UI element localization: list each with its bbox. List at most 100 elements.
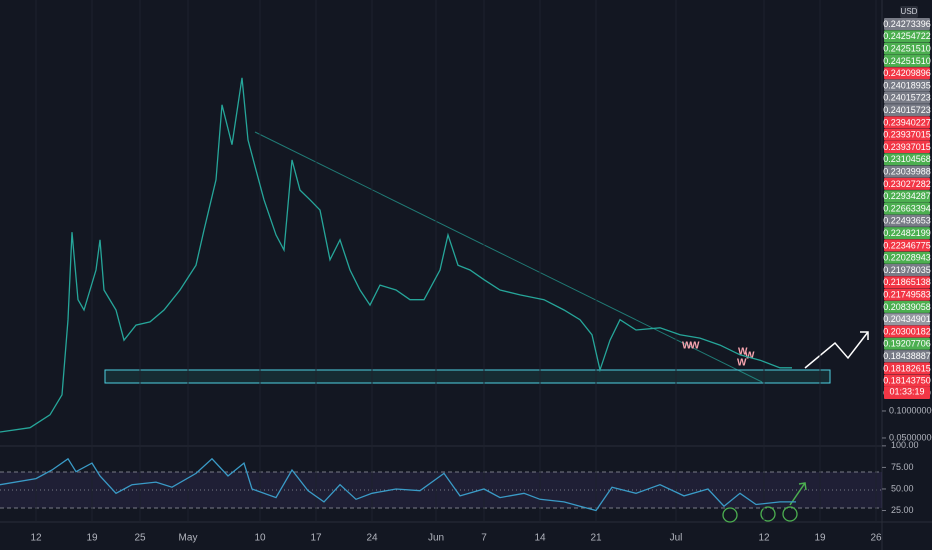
pattern-label: W	[682, 341, 692, 352]
price-tag-label: 0.22663394	[883, 203, 931, 213]
price-tag: 0.23039988	[883, 165, 931, 178]
pattern-label: W	[690, 341, 700, 352]
x-tick-label: 19	[814, 533, 826, 544]
price-tag: 0.20300182	[883, 325, 931, 338]
price-tag: 0.24018935	[883, 79, 931, 92]
price-tag: 0.22934287	[883, 190, 931, 203]
countdown-bg	[884, 386, 930, 398]
y2-tick-label: 25.00	[891, 505, 914, 515]
price-tag-bg	[884, 239, 930, 252]
price-tag: 0.23937015	[883, 128, 931, 141]
x-tick-label: 12	[30, 533, 42, 544]
price-tag: 0.21865138	[883, 276, 931, 289]
price-tag-bg	[884, 264, 930, 276]
price-tag-label: 0.18182615	[883, 363, 931, 373]
arrow-head	[860, 331, 869, 340]
price-tag-bg	[884, 300, 930, 313]
y-tick-label: 0.10000000	[889, 405, 932, 415]
price-tag-bg	[884, 190, 930, 203]
price-tag-label: 0.24273396	[883, 19, 931, 29]
price-tag-label: 0.24015723	[883, 93, 931, 103]
price-tag-bg	[884, 325, 930, 338]
price-tag: 0.19207706	[883, 337, 931, 350]
price-tag: 0.22663394	[883, 202, 931, 215]
x-tick-label: 19	[86, 533, 98, 544]
price-tag-bg	[884, 313, 930, 326]
price-tag-label: 0.23937015	[883, 142, 931, 152]
price-tag-label: 0.23104568	[883, 154, 931, 164]
support-zone	[104, 369, 831, 384]
price-tag: 0.22028943	[883, 251, 931, 264]
price-tag-bg	[884, 362, 930, 375]
price-tag-bg	[884, 91, 930, 104]
price-tag-bg	[884, 214, 930, 227]
price-tag-label: 0.20434901	[883, 314, 931, 324]
price-tag: 0.24273396	[883, 18, 931, 30]
rsi-arrow-head	[798, 482, 807, 491]
price-tag: 0.22482199	[883, 227, 931, 240]
price-tag-label: 0.20839058	[883, 302, 931, 312]
price-tag-bg	[884, 18, 930, 30]
price-tag: 0.23104568	[883, 153, 931, 166]
price-tag-label: 0.22028943	[883, 253, 931, 263]
price-tag-bg	[884, 202, 930, 215]
y2-tick-label: 75.00	[891, 462, 914, 472]
price-tag-label: 0.22482199	[883, 228, 931, 238]
price-tag-bg	[884, 141, 930, 153]
price-tag-label: 0.24018935	[883, 80, 931, 90]
price-tag: 0.24254722	[883, 30, 931, 43]
pattern-label: W	[737, 358, 747, 369]
price-tag-bg	[884, 116, 930, 129]
pattern-label: W	[745, 351, 755, 362]
price-tag-label: 0.23027282	[883, 179, 931, 189]
price-tag-label: 0.21978035	[883, 265, 931, 275]
price-tag-bg	[884, 153, 930, 166]
price-tag-label: 0.18143750	[883, 376, 931, 386]
price-tag: 0.22493653	[883, 214, 931, 227]
price-tag-bg	[884, 276, 930, 289]
price-tag-bg	[884, 165, 930, 178]
patterns: W W W W W	[682, 341, 755, 369]
price-tag-label: 0.19207706	[883, 339, 931, 349]
price-tag: 0.23937015	[883, 141, 931, 153]
x-tick-label: 21	[590, 533, 602, 544]
price-tag-label: 0.24254722	[883, 31, 931, 41]
x-tick-label: 7	[481, 533, 487, 544]
price-tag-label: 0.24251510	[883, 43, 931, 53]
price-line	[0, 77, 792, 433]
x-tick-label: Jul	[670, 533, 683, 544]
price-tag-label: 0.22346775	[883, 240, 931, 250]
price-tag: 0.23940227	[883, 116, 931, 129]
price-tag-bg	[884, 30, 930, 43]
price-tag-label: 0.24209896	[883, 68, 931, 78]
price-tag-label: 0.20300182	[883, 326, 931, 336]
price-tag: 0.24209896	[883, 67, 931, 80]
currency-badge	[900, 6, 918, 18]
price-tag-bg	[884, 350, 930, 363]
x-tick-label: 25	[134, 533, 146, 544]
price-tag-label: 0.24251510	[883, 56, 931, 66]
rsi-circles	[722, 506, 798, 523]
price-tag-label: 0.21865138	[883, 277, 931, 287]
pattern-label: W	[738, 347, 748, 358]
price-tag-bg	[884, 251, 930, 264]
price-tag-bg	[884, 177, 930, 190]
price-tag-bg	[884, 54, 930, 67]
price-tag-label: 0.23039988	[883, 166, 931, 176]
price-tag: 0.20434901	[883, 313, 931, 326]
price-tag: 0.22346775	[883, 239, 931, 252]
price-tag: 0.18182615	[883, 362, 931, 375]
x-tick-label: May	[179, 533, 198, 544]
price-tag-label: 0.23937015	[883, 130, 931, 140]
rsi-line	[0, 457, 796, 512]
price-tag-bg	[884, 104, 930, 117]
circle	[782, 506, 798, 522]
price-tag: 0.21978035	[883, 264, 931, 276]
circle	[722, 507, 738, 523]
price-tag: 0.24251510	[883, 42, 931, 55]
x-tick-label: 17	[310, 533, 322, 544]
price-tag-label: 0.21749583	[883, 289, 931, 299]
price-tag-label: 0.23940227	[883, 117, 931, 127]
price-tag: 0.18143750	[883, 374, 931, 387]
